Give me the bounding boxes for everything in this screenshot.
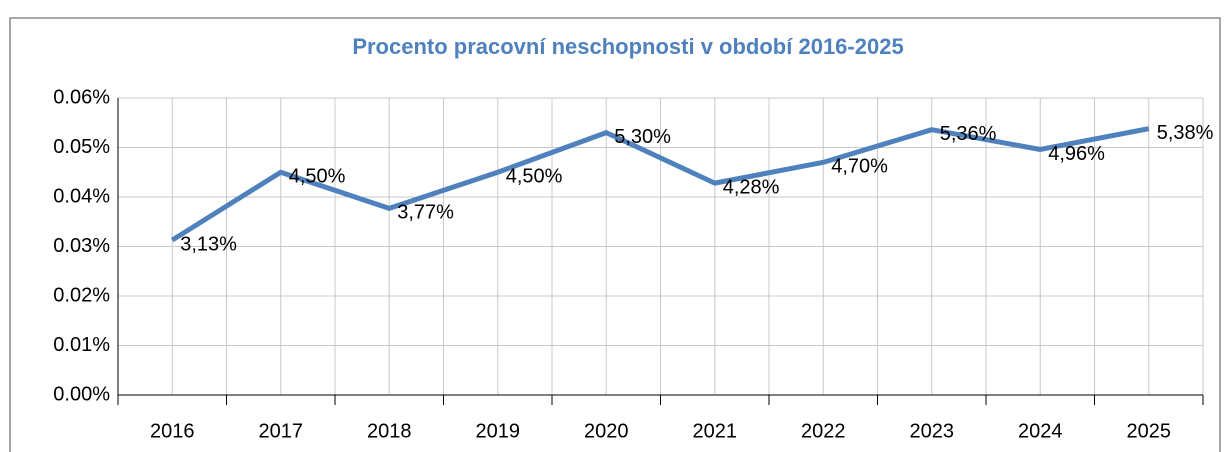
y-tick-label: 0.04% bbox=[53, 185, 110, 207]
data-label: 4,70% bbox=[831, 156, 888, 178]
x-tick-label: 2021 bbox=[693, 420, 738, 442]
x-tick-label: 2018 bbox=[367, 420, 412, 442]
data-label: 5,36% bbox=[940, 123, 997, 145]
y-tick-label: 0.05% bbox=[53, 136, 110, 158]
x-tick-label: 2024 bbox=[1018, 420, 1063, 442]
y-tick-label: 0.06% bbox=[53, 86, 110, 108]
data-label: 4,28% bbox=[723, 176, 780, 198]
y-tick-label: 0.02% bbox=[53, 284, 110, 306]
x-tick-label: 2020 bbox=[584, 420, 629, 442]
data-label: 3,77% bbox=[397, 202, 454, 224]
x-tick-label: 2025 bbox=[1127, 420, 1172, 442]
data-label: 4,50% bbox=[506, 166, 563, 188]
y-tick-label: 0.01% bbox=[53, 334, 110, 356]
data-line bbox=[170, 126, 1150, 243]
x-tick-label: 2019 bbox=[476, 420, 521, 442]
x-tick-label: 2022 bbox=[801, 420, 846, 442]
x-tick-label: 2023 bbox=[910, 420, 955, 442]
data-label: 5,38% bbox=[1157, 122, 1214, 144]
data-label: 4,96% bbox=[1048, 143, 1105, 165]
x-tick-label: 2017 bbox=[259, 420, 304, 442]
x-tick-label: 2016 bbox=[150, 420, 195, 442]
y-tick-label: 0.00% bbox=[53, 383, 110, 405]
data-label: 3,13% bbox=[180, 233, 237, 255]
chart-border bbox=[9, 17, 1221, 452]
data-label: 5,30% bbox=[614, 126, 671, 148]
data-label: 4,50% bbox=[289, 166, 346, 188]
y-tick-label: 0.03% bbox=[53, 235, 110, 257]
chart-title: Procento pracovní neschopnosti v období … bbox=[352, 34, 903, 59]
